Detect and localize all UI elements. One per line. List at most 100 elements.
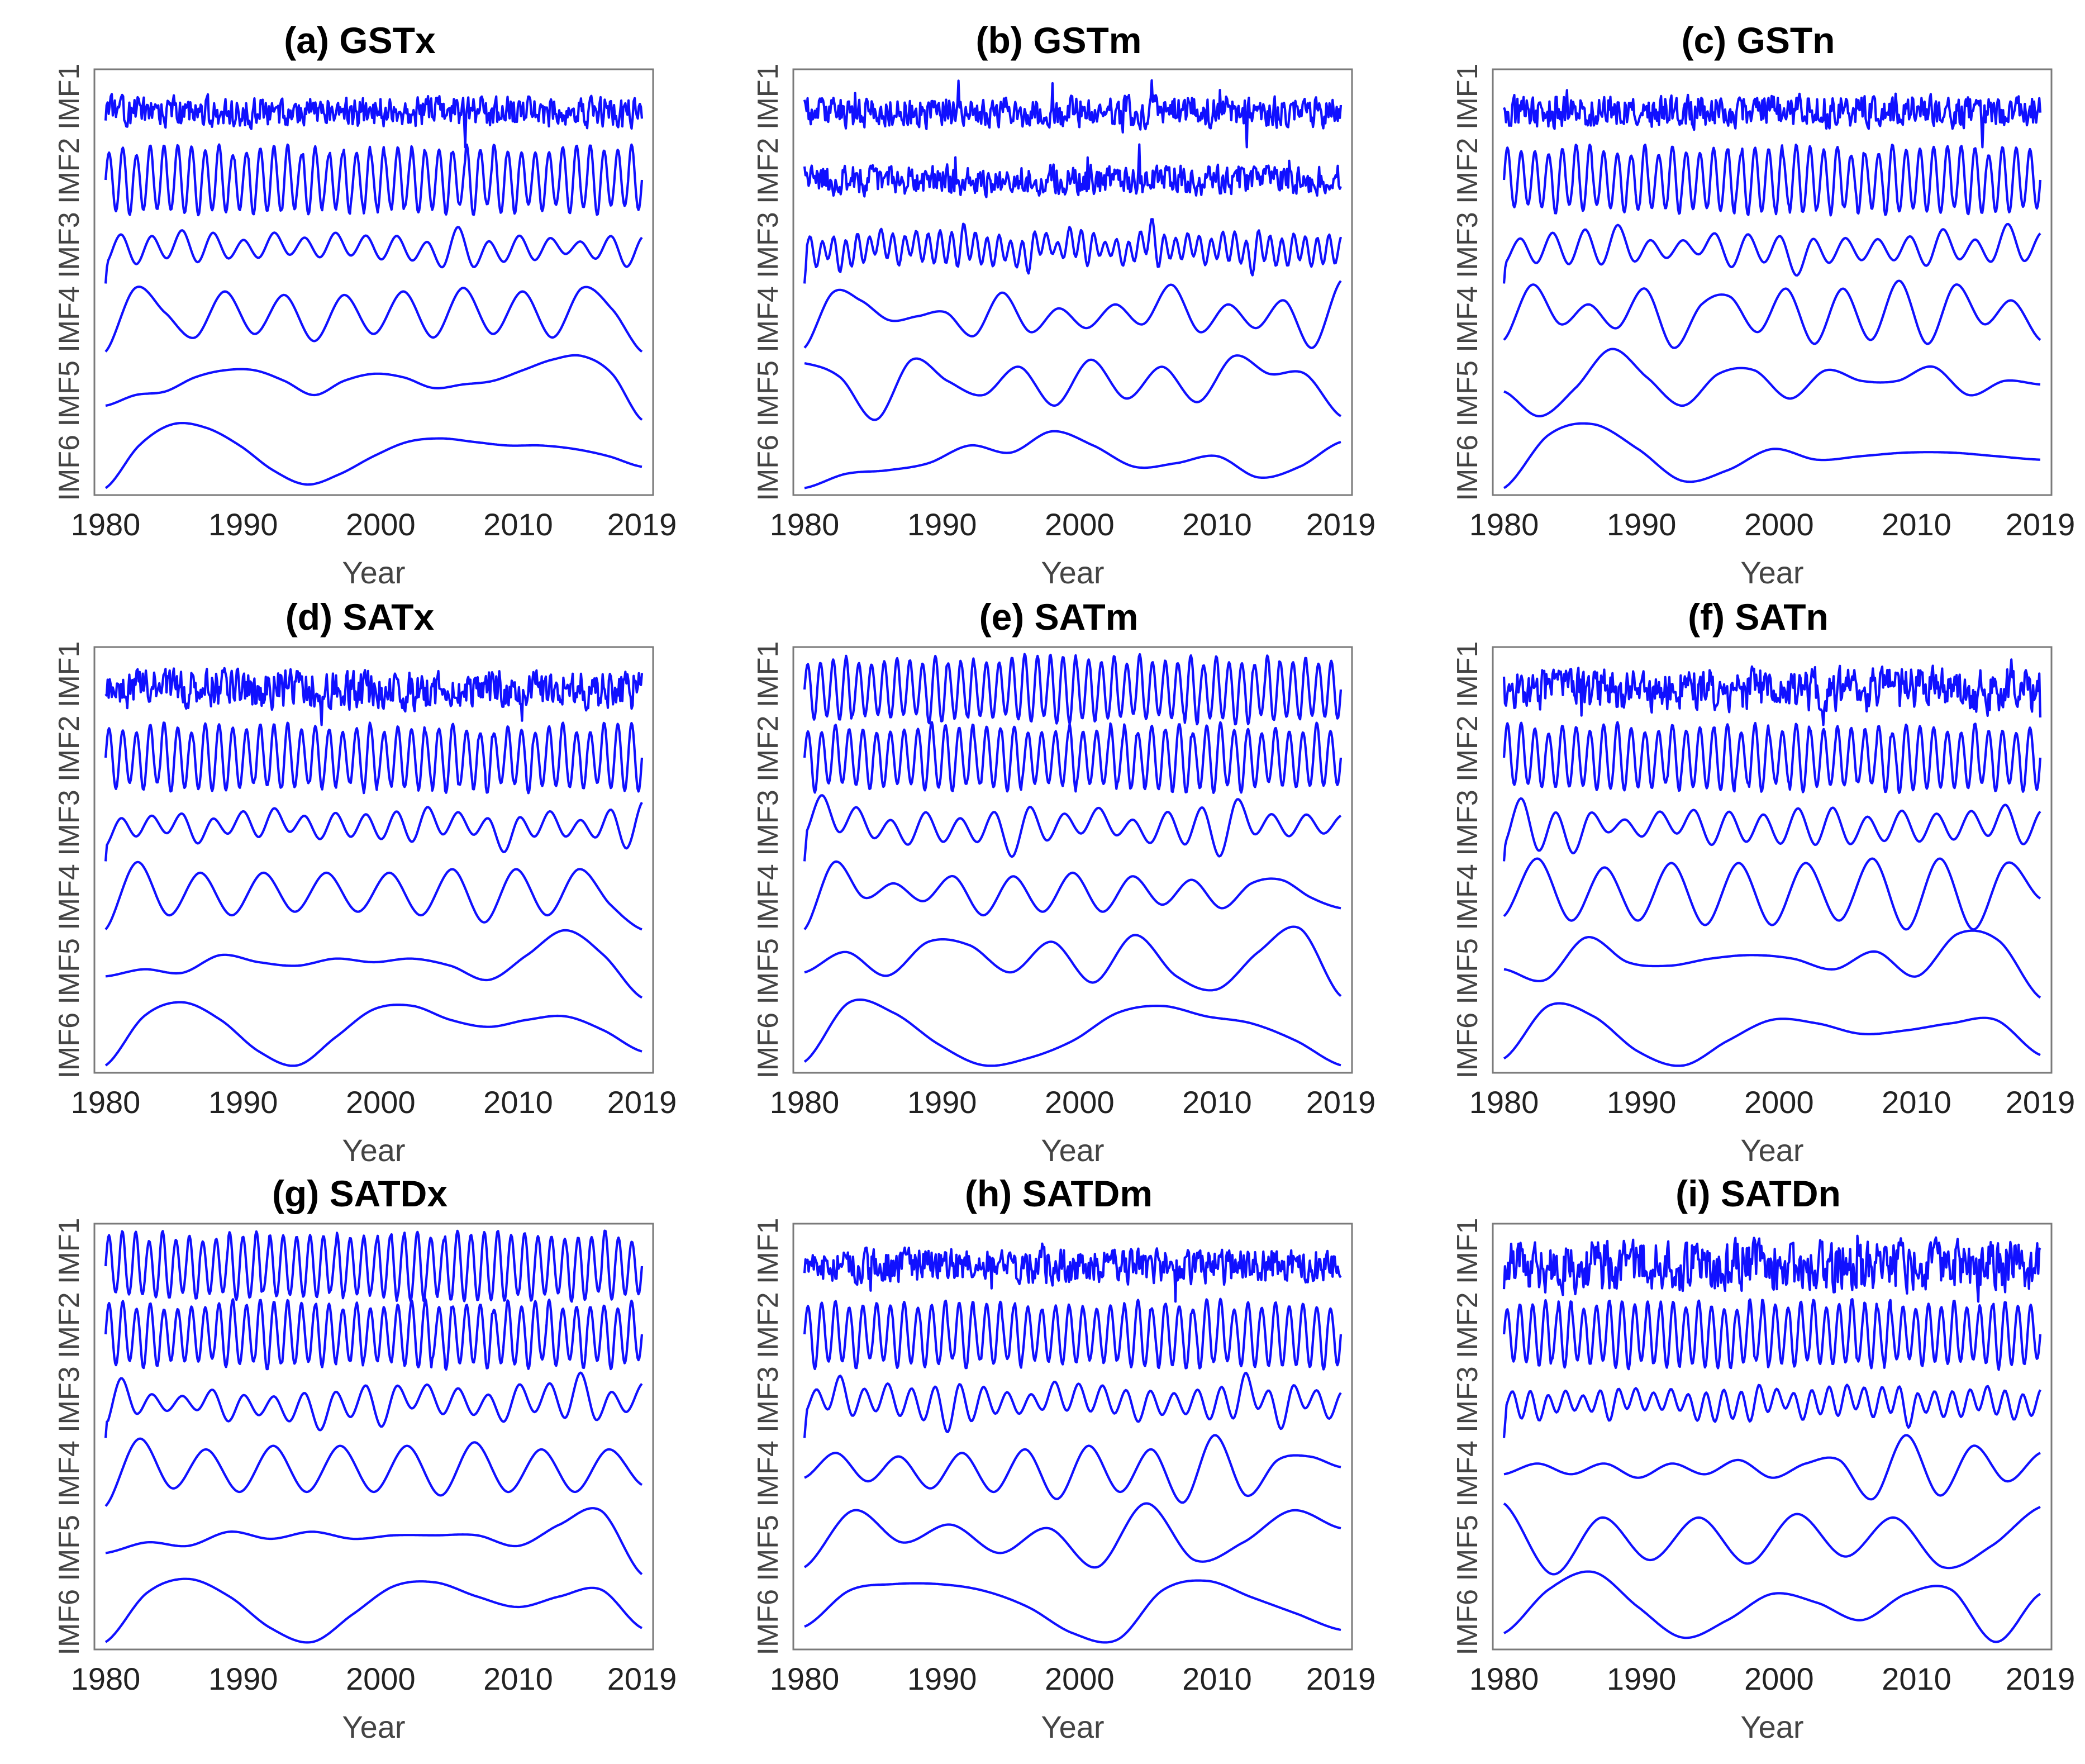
x-tick-label: 1990	[208, 507, 278, 542]
series-line-imf5	[1503, 1503, 2041, 1576]
panel-title: (a) GSTx	[284, 20, 436, 61]
x-tick-label: 1990	[907, 507, 977, 542]
series-line-imf1	[104, 93, 644, 149]
series-line-imf4	[1503, 1434, 2041, 1501]
panel-a: (a) GSTx 1980 1990 2000 2010 2019 Year IMF6 IMF…	[53, 20, 677, 590]
x-tick-label: 1980	[71, 507, 141, 542]
panel-b: (b) GSTm 1980 1990 2000 2010 2019 Year IMF6 IMF…	[752, 20, 1375, 590]
series-line-imf3	[1502, 797, 2041, 862]
panel-d: (d) SATx 1980 1990 2000 2010 2019 Year IMF6 IMF…	[53, 596, 677, 1168]
series-line-imf4	[803, 280, 1342, 349]
series-line-imf6	[1503, 1002, 2041, 1067]
x-tick-label: 2010	[1882, 1085, 1951, 1120]
series-line-imf3	[104, 802, 643, 862]
y-axis-label: IMF6 IMF5 IMF4 IMF3 IMF2 IMF1	[53, 1218, 85, 1656]
series-line-imf1	[1502, 658, 2042, 726]
plot-frame	[1492, 1223, 2053, 1651]
x-tick-label: 2010	[1882, 1661, 1951, 1696]
series-line-imf1	[1503, 89, 2042, 149]
x-tick-label: 1980	[1469, 507, 1539, 542]
plot-frame	[1492, 68, 2053, 496]
series-line-imf5	[1503, 929, 2041, 999]
series-line-imf3	[1502, 222, 2041, 284]
y-axis-label: IMF6 IMF5 IMF4 IMF3 IMF2 IMF1	[1451, 1218, 1484, 1656]
x-tick-label: 2019	[1306, 1085, 1376, 1120]
series-line-imf2	[1502, 1298, 2042, 1371]
x-axis-label: Year	[342, 1709, 405, 1744]
series-line-imf3	[803, 1371, 1342, 1438]
x-tick-label: 1990	[907, 1661, 977, 1696]
series-line-imf3	[104, 1371, 643, 1438]
series-line-imf6	[1503, 422, 2041, 489]
series-line-imf2	[104, 1297, 644, 1371]
x-tick-label: 1980	[770, 507, 840, 542]
series-line-imf2	[803, 721, 1343, 794]
x-tick-label: 2000	[1045, 507, 1115, 542]
x-tick-label: 1980	[1469, 1661, 1539, 1696]
series-line-imf2	[803, 1297, 1343, 1371]
x-axis-label: Year	[342, 1133, 405, 1168]
series-line-imf6	[1503, 1570, 2041, 1643]
panel-title: (i) SATDn	[1675, 1173, 1841, 1214]
series-line-imf4	[104, 286, 643, 353]
x-tick-label: 2019	[607, 507, 677, 542]
series-line-imf4	[804, 1434, 1341, 1504]
x-axis-label: Year	[1740, 555, 1803, 590]
x-axis-label: Year	[1740, 1133, 1803, 1168]
series-line-imf6	[803, 999, 1341, 1067]
x-tick-label: 2000	[346, 1085, 416, 1120]
plot-frame	[93, 68, 654, 496]
x-tick-label: 2010	[1182, 507, 1252, 542]
x-tick-label: 1990	[1607, 1661, 1677, 1696]
x-tick-label: 2000	[346, 507, 416, 542]
series-line-imf2	[104, 721, 644, 795]
panel-h: (h) SATDm 1980 1990 2000 2010 2019 Year IMF6 IM…	[752, 1173, 1375, 1744]
x-tick-label: 2019	[2006, 1085, 2076, 1120]
panel-c: (c) GSTn 1980 1990 2000 2010 2019 Year IMF6 IMF…	[1451, 20, 2075, 590]
x-tick-label: 2000	[346, 1661, 416, 1696]
panel-title: (h) SATDm	[965, 1173, 1153, 1214]
x-tick-label: 2000	[1045, 1085, 1115, 1120]
x-tick-label: 1990	[208, 1661, 278, 1696]
x-axis-label: Year	[1740, 1709, 1803, 1744]
x-tick-label: 2019	[1306, 1661, 1376, 1696]
series-line-imf2	[803, 143, 1342, 198]
x-tick-label: 2000	[1744, 1661, 1814, 1696]
x-tick-label: 2019	[607, 1085, 677, 1120]
x-tick-label: 2010	[1882, 507, 1951, 542]
plot-frame	[792, 68, 1353, 496]
x-tick-label: 1980	[71, 1085, 141, 1120]
panel-title: (d) SATx	[285, 596, 435, 638]
plot-frame	[792, 1223, 1353, 1651]
series-line-imf2	[1502, 721, 2042, 794]
panel-g: (g) SATDx 1980 1990 2000 2010 2019 Year IMF6 IM…	[53, 1173, 677, 1744]
series-line-imf3	[1502, 1383, 2041, 1438]
x-axis-label: Year	[1041, 1133, 1104, 1168]
panel-title: (g) SATDx	[272, 1173, 448, 1214]
x-axis-label: Year	[1041, 1709, 1104, 1744]
series-line-imf5	[105, 1507, 643, 1576]
x-tick-label: 1990	[208, 1085, 278, 1120]
x-tick-label: 2010	[1182, 1085, 1252, 1120]
x-tick-label: 2010	[483, 507, 553, 542]
series-line-imf1	[803, 1242, 1342, 1303]
series-line-imf1	[803, 79, 1343, 149]
panel-title: (e) SATm	[979, 596, 1139, 638]
x-tick-label: 1990	[907, 1085, 977, 1120]
series-line-imf1	[104, 1229, 644, 1303]
series-line-imf3	[803, 794, 1342, 862]
x-tick-label: 2000	[1744, 507, 1814, 542]
series-line-imf5	[105, 929, 643, 999]
x-axis-label: Year	[342, 555, 405, 590]
y-axis-label: IMF6 IMF5 IMF4 IMF3 IMF2 IMF1	[752, 641, 784, 1079]
series-line-imf4	[104, 1437, 643, 1507]
x-tick-label: 2010	[483, 1085, 553, 1120]
x-tick-label: 2019	[607, 1661, 677, 1696]
series-line-imf6	[104, 1001, 642, 1067]
plot-frame	[93, 1223, 654, 1651]
series-line-imf1	[104, 667, 644, 726]
series-line-imf6	[804, 430, 1341, 489]
x-tick-label: 1980	[770, 1085, 840, 1120]
